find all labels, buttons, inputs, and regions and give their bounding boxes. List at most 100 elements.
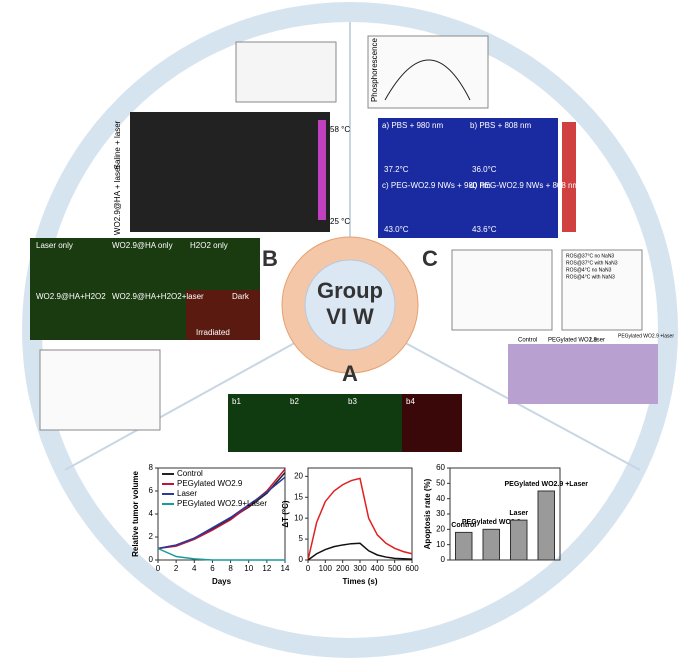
center-subtitle: VI W bbox=[326, 304, 374, 329]
spectrum-thumb bbox=[367, 35, 489, 109]
y-tick-label: 2 bbox=[149, 532, 154, 541]
tile-label: c) PEG-WO2.9 NWs + 980 nm bbox=[382, 181, 491, 190]
y-axis-label: Relative tumor volume bbox=[131, 471, 140, 557]
legend-entry: PEGylated WO2.9+Laser bbox=[177, 499, 267, 508]
legend-entry: ROS@4°C with NaN3 bbox=[566, 274, 615, 280]
bar bbox=[537, 490, 555, 561]
tile-label: b4 bbox=[406, 397, 415, 406]
tile-label: b) PBS + 808 nm bbox=[470, 121, 531, 130]
y-tick-label: 4 bbox=[149, 509, 154, 518]
tile-label: Dark bbox=[232, 292, 250, 301]
mice-panel: a) PBS + 980 nm b) PBS + 808 nm c) PEG-W… bbox=[378, 118, 579, 238]
x-tick-label: 8 bbox=[228, 564, 233, 573]
series-line bbox=[307, 477, 413, 561]
section-label: A bbox=[342, 361, 358, 386]
x-tick-label: 2 bbox=[174, 564, 179, 573]
y-axis-label: Apoptosis rate (%) bbox=[423, 478, 432, 549]
series-line bbox=[157, 547, 285, 561]
legend-entry: ROS@4°C no NaN3 bbox=[566, 267, 612, 273]
row-label: WO2.9@HA + laser bbox=[113, 165, 122, 235]
tile-label: WO2.9@HA only bbox=[112, 241, 173, 250]
color-scale bbox=[318, 120, 326, 220]
cell-image-red bbox=[186, 290, 260, 340]
temp-label: 43.0°C bbox=[384, 225, 409, 234]
column-header: Laser bbox=[590, 338, 605, 344]
tile-label: b2 bbox=[290, 397, 299, 406]
section-label: C bbox=[422, 246, 438, 271]
ros-thumb bbox=[561, 249, 643, 331]
x-axis-label: Days bbox=[212, 577, 232, 586]
x-tick-label: 600 bbox=[405, 564, 419, 573]
bar-label: PEGylated WO2.9 +Laser bbox=[505, 481, 589, 488]
bar-chart-thumb bbox=[235, 41, 337, 103]
y-tick-label: 0 bbox=[299, 555, 304, 564]
y-tick-label: 0 bbox=[441, 555, 446, 564]
thermal-bg bbox=[130, 112, 330, 232]
x-tick-label: 0 bbox=[306, 564, 311, 573]
center-disc bbox=[304, 259, 396, 351]
tile-label: WO2.9@HA+H2O2 bbox=[36, 292, 106, 301]
tile-label: Irradiated bbox=[196, 328, 230, 337]
divider bbox=[399, 339, 641, 471]
legend-entry: Laser bbox=[177, 489, 197, 498]
bar bbox=[510, 519, 528, 561]
bar-label: Laser bbox=[509, 510, 528, 517]
column-header: Control bbox=[518, 338, 537, 344]
temp-label: 37.2°C bbox=[384, 165, 409, 174]
legend-entry: ROS@37°C no NaN3 bbox=[566, 253, 614, 259]
x-tick-label: 4 bbox=[192, 564, 197, 573]
y-tick-label: 60 bbox=[436, 463, 445, 472]
series-line bbox=[307, 542, 413, 561]
column-header: PEGylated WO2.9 bbox=[548, 338, 598, 344]
thermal-panel: 58 °C 25 °C Saline + laser WO2.9@HA + la… bbox=[113, 112, 350, 235]
temp-label: 43.6°C bbox=[472, 225, 497, 234]
y-tick-label: 0 bbox=[149, 555, 154, 564]
legend-entry: ROS@37°C with NaN3 bbox=[566, 260, 618, 266]
mice-bg bbox=[378, 118, 558, 238]
tile-label: a) PBS + 980 nm bbox=[382, 121, 443, 130]
y-axis-label: ΔT (°C) bbox=[281, 500, 290, 528]
y-tick-label: 8 bbox=[149, 463, 154, 472]
scale-min: 25 °C bbox=[330, 217, 350, 226]
x-axis-label: Times (s) bbox=[343, 577, 378, 586]
y-tick-label: 20 bbox=[436, 524, 445, 533]
tumor-chart-thumb bbox=[39, 349, 161, 431]
tile-label: Laser only bbox=[36, 241, 73, 250]
legend-entry: PEGylated WO2.9 bbox=[177, 479, 243, 488]
column-header: PEGylated WO2.9 +laser bbox=[618, 333, 674, 339]
color-scale bbox=[562, 122, 576, 232]
y-tick-label: 15 bbox=[294, 492, 303, 501]
tile-label: WO2.9@HA+H2O2+laser bbox=[112, 292, 204, 301]
spectrum-curve bbox=[384, 59, 471, 101]
x-tick-label: 14 bbox=[281, 564, 290, 573]
bar-label: Control bbox=[451, 522, 476, 529]
legend-entry: Control bbox=[177, 469, 203, 478]
y-tick-label: 10 bbox=[436, 540, 445, 549]
bar bbox=[482, 528, 500, 561]
y-tick-label: 6 bbox=[149, 486, 154, 495]
x-tick-label: 12 bbox=[262, 564, 271, 573]
bar bbox=[455, 531, 473, 561]
row-label: Saline + laser bbox=[113, 120, 122, 169]
scale-max: 58 °C bbox=[330, 125, 350, 134]
spectrum-label: Phosphorescence bbox=[370, 37, 379, 102]
series-line bbox=[157, 476, 286, 550]
x-tick-label: 100 bbox=[319, 564, 333, 573]
tile-label: b3 bbox=[348, 397, 357, 406]
scatter-thumb bbox=[451, 249, 553, 331]
tile-label: H2O2 only bbox=[190, 241, 228, 250]
fluorescence-red bbox=[402, 394, 462, 452]
y-tick-label: 30 bbox=[436, 509, 445, 518]
x-tick-label: 200 bbox=[336, 564, 350, 573]
x-tick-label: 10 bbox=[244, 564, 253, 573]
y-tick-label: 40 bbox=[436, 494, 445, 503]
y-tick-label: 20 bbox=[294, 471, 303, 480]
bar-label: PEGylated WO2.9 bbox=[462, 519, 521, 526]
y-tick-label: 5 bbox=[299, 534, 304, 543]
divider bbox=[64, 339, 301, 471]
section-label: B bbox=[262, 246, 278, 271]
histology-images bbox=[508, 344, 658, 404]
temp-label: 36.0°C bbox=[472, 165, 497, 174]
tile-label: b1 bbox=[232, 397, 241, 406]
